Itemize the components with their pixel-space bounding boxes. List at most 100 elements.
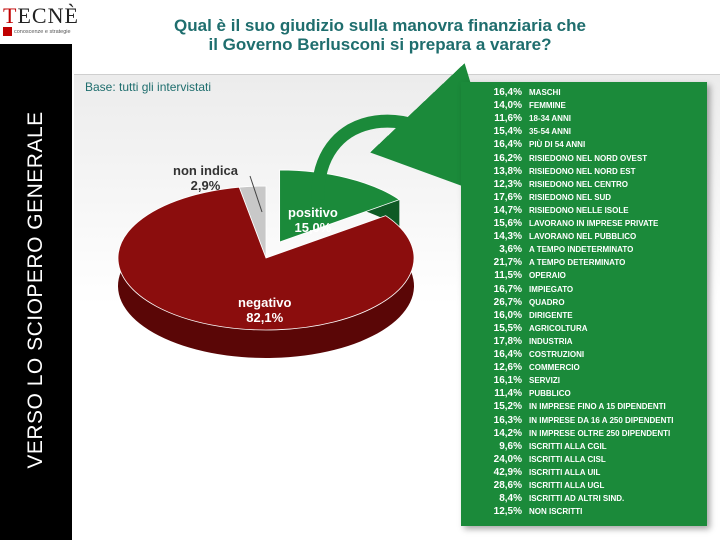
breakdown-label: in imprese oltre 250 dipendenti bbox=[529, 428, 671, 438]
breakdown-label: Commercio bbox=[529, 363, 580, 373]
breakdown-value: 8,4% bbox=[499, 493, 522, 505]
page-title-line-1: Qual è il suo giudizio sulla manovra fin… bbox=[174, 16, 586, 35]
breakdown-value: 16,1% bbox=[493, 375, 522, 387]
breakdown-label: risiedono nel nord ovest bbox=[529, 153, 648, 163]
page-title: Qual è il suo giudizio sulla manovra fin… bbox=[90, 16, 670, 54]
breakdown-value: 14,7% bbox=[493, 204, 522, 216]
breakdown-row: 24,0% iscritti alla CISL bbox=[461, 453, 707, 466]
breakdown-value: 24,0% bbox=[493, 453, 522, 465]
breakdown-label: iscritti alla CGIL bbox=[529, 441, 607, 451]
logo-initial: T bbox=[3, 3, 18, 28]
breakdown-label: iscritti alla UGL bbox=[529, 481, 605, 490]
breakdown-label: Operaio bbox=[529, 271, 566, 281]
breakdown-value: 14,0% bbox=[493, 100, 522, 112]
breakdown-label: maschi bbox=[529, 88, 561, 97]
breakdown-value: 15,6% bbox=[493, 218, 522, 229]
breakdown-row: 16,4% Costruzioni bbox=[461, 348, 707, 361]
breakdown-row: 28,6% iscritti alla UGL bbox=[461, 479, 707, 492]
breakdown-label: Quadro bbox=[529, 297, 565, 307]
breakdown-row: 16,3% in imprese da 16 a 250 dipendenti bbox=[461, 414, 707, 427]
breakdown-value: 12,5% bbox=[493, 506, 522, 518]
breakdown-label: in imprese fino a 15 dipendenti bbox=[529, 402, 666, 412]
breakdown-label: Pubblico bbox=[529, 389, 571, 399]
breakdown-value: 3,6% bbox=[499, 244, 522, 256]
non-indica-leader-line bbox=[249, 175, 263, 213]
breakdown-row: 11,5% Operaio bbox=[461, 269, 707, 282]
slice-value-negativo: 82,1% bbox=[246, 310, 284, 325]
breakdown-row: 15,4% 35-54 anni bbox=[461, 125, 707, 138]
breakdown-label: 35-54 anni bbox=[529, 127, 571, 137]
callout-arrow bbox=[311, 63, 507, 203]
breakdown-label: Servizi bbox=[529, 376, 560, 386]
breakdown-value: 16,4% bbox=[493, 139, 522, 151]
breakdown-value: 28,6% bbox=[493, 480, 522, 491]
breakdown-label: iscritti alla CISL bbox=[529, 454, 606, 464]
breakdown-label: risiedono nelle isole bbox=[529, 205, 629, 215]
breakdown-row: 14,7% risiedono nelle isole bbox=[461, 204, 707, 217]
breakdown-value: 16,3% bbox=[493, 414, 522, 426]
slice-value-non-indica: 2,9% bbox=[190, 178, 221, 193]
breakdown-value: 16,4% bbox=[493, 87, 522, 98]
breakdown-row: 16,1% Servizi bbox=[461, 374, 707, 387]
breakdown-label: 18-34 anni bbox=[529, 114, 571, 124]
breakdown-label: lavorano in imprese private bbox=[529, 219, 659, 228]
breakdown-value: 15,5% bbox=[493, 322, 522, 334]
slice-name-positivo: positivo bbox=[288, 205, 338, 220]
breakdown-value: 9,6% bbox=[499, 440, 522, 452]
breakdown-label: lavorano nel pubblico bbox=[529, 232, 637, 242]
breakdown-label: non iscritti bbox=[529, 507, 583, 517]
breakdown-row: 3,6% a tempo indeterminato bbox=[461, 243, 707, 256]
breakdown-row: 15,2% in imprese fino a 15 dipendenti bbox=[461, 400, 707, 413]
breakdown-row: 14,3% lavorano nel pubblico bbox=[461, 230, 707, 243]
breakdown-label: a tempo indeterminato bbox=[529, 245, 634, 255]
breakdown-row: 16,2% risiedono nel nord ovest bbox=[461, 152, 707, 165]
breakdown-label: in imprese da 16 a 250 dipendenti bbox=[529, 415, 674, 425]
breakdown-value: 14,2% bbox=[493, 427, 522, 439]
breakdown-value: 12,3% bbox=[493, 178, 522, 190]
breakdown-label: risiedono nel centro bbox=[529, 179, 628, 189]
breakdown-value: 12,6% bbox=[493, 362, 522, 374]
breakdown-label: Industria bbox=[529, 336, 573, 346]
slice-name-negativo: negativo bbox=[238, 295, 292, 310]
logo-rest: ECNÈ bbox=[17, 3, 79, 28]
breakdown-value: 16,2% bbox=[493, 152, 522, 164]
breakdown-value: 11,4% bbox=[494, 388, 522, 400]
breakdown-value: 26,7% bbox=[493, 296, 522, 308]
breakdown-label: a tempo determinato bbox=[529, 258, 626, 268]
breakdown-value: 16,7% bbox=[493, 283, 522, 295]
breakdown-value: 15,2% bbox=[493, 401, 522, 413]
breakdown-row: 16,4% più di 54 anni bbox=[461, 138, 707, 151]
slice-label-non-indica: non indica 2,9% bbox=[173, 163, 238, 193]
breakdown-row: 15,6% lavorano in imprese private bbox=[461, 217, 707, 230]
breakdown-label: Costruzioni bbox=[529, 350, 585, 359]
slice-label-negativo: negativo 82,1% bbox=[238, 295, 291, 325]
slice-value-positivo: 15,0% bbox=[294, 220, 332, 235]
breakdown-label: femmine bbox=[529, 101, 566, 111]
breakdown-value: 14,3% bbox=[493, 231, 522, 243]
breakdown-row: 13,8% risiedono nel nord est bbox=[461, 165, 707, 178]
breakdown-value: 13,8% bbox=[493, 165, 522, 177]
breakdown-value: 17,6% bbox=[493, 191, 522, 203]
breakdown-row: 14,2% in imprese oltre 250 dipendenti bbox=[461, 427, 707, 440]
breakdown-box: 16,4% maschi 14,0% femmine 11,6% 18-34 anni 15… bbox=[461, 82, 707, 526]
breakdown-row: 21,7% a tempo determinato bbox=[461, 256, 707, 269]
breakdown-row: 17,6% risiedono nel sud bbox=[461, 191, 707, 204]
breakdown-value: 16,4% bbox=[493, 349, 522, 360]
breakdown-value: 16,0% bbox=[493, 309, 522, 321]
breakdown-value: 42,9% bbox=[493, 466, 522, 478]
breakdown-row: 12,5% non iscritti bbox=[461, 505, 707, 518]
breakdown-row: 26,7% Quadro bbox=[461, 296, 707, 309]
breakdown-value: 17,8% bbox=[493, 335, 522, 347]
breakdown-row: 17,8% Industria bbox=[461, 335, 707, 348]
breakdown-row: 8,4% iscritti ad altri sind. bbox=[461, 492, 707, 505]
breakdown-row: 12,3% risiedono nel centro bbox=[461, 178, 707, 191]
breakdown-row: 14,0% femmine bbox=[461, 99, 707, 112]
breakdown-label: iscritti alla UIL bbox=[529, 467, 601, 477]
breakdown-label: Dirigente bbox=[529, 310, 573, 320]
breakdown-row: 9,6% iscritti alla CGIL bbox=[461, 440, 707, 453]
breakdown-row: 12,6% Commercio bbox=[461, 361, 707, 374]
breakdown-label: iscritti ad altri sind. bbox=[529, 494, 625, 504]
breakdown-row: 16,4% maschi bbox=[461, 86, 707, 99]
breakdown-label: risiedono nel nord est bbox=[529, 166, 636, 176]
